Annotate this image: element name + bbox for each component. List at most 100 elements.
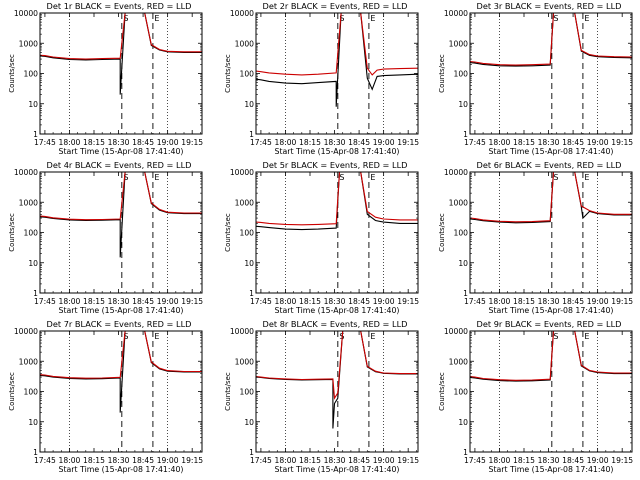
x-axis-label: Start Time (15-Apr-08 17:41:40)	[489, 306, 614, 315]
plot-frame	[469, 330, 633, 453]
series-group	[256, 331, 418, 429]
x-tick-label: 19:15	[181, 456, 203, 465]
plot-frame	[469, 171, 633, 294]
x-tick-label: 17:45	[250, 456, 272, 465]
x-axis-label: Start Time (15-Apr-08 17:41:40)	[489, 465, 614, 474]
x-tick-label: 18:45	[348, 297, 370, 306]
y-axis-label: Counts/sec	[438, 213, 446, 252]
x-tick-label: 17:45	[250, 297, 272, 306]
plot-frame	[469, 12, 633, 135]
x-tick-label: 18:45	[132, 138, 154, 147]
x-axis-label: Start Time (15-Apr-08 17:41:40)	[59, 465, 184, 474]
series-line	[256, 13, 418, 76]
series-line	[256, 172, 418, 226]
panel-title: Det 9r BLACK = Events, RED = LLD	[477, 319, 622, 329]
x-tick-label: 18:15	[513, 138, 535, 147]
detector-panel: Det 4r BLACK = Events, RED = LLD S E 1 10 100…	[8, 160, 203, 315]
x-tick-label: 17:45	[34, 456, 56, 465]
y-tick-label: 1000	[19, 198, 38, 207]
x-tick-label: 18:45	[562, 297, 584, 306]
y-tick-label: 1000	[235, 357, 254, 366]
x-tick-label: 18:00	[275, 456, 297, 465]
marker-label: S	[123, 332, 128, 341]
marker-label: E	[584, 14, 589, 23]
y-tick-label: 10000	[14, 168, 38, 177]
x-tick-label: 19:00	[157, 456, 179, 465]
x-tick-label: 18:15	[299, 138, 321, 147]
marker-label: E	[154, 173, 159, 182]
y-tick-label: 100	[24, 70, 39, 79]
x-axis-label: Start Time (15-Apr-08 17:41:40)	[275, 306, 400, 315]
y-tick-label: 100	[454, 388, 469, 397]
y-tick-label: 100	[454, 70, 469, 79]
y-tick-label: 100	[24, 229, 39, 238]
y-tick-label: 10	[244, 100, 254, 109]
x-tick-label: 18:30	[324, 456, 346, 465]
y-tick-label: 1000	[19, 357, 38, 366]
x-tick-label: 17:45	[250, 138, 272, 147]
marker-label: E	[370, 332, 375, 341]
x-tick-label: 17:45	[34, 138, 56, 147]
x-tick-label: 18:00	[59, 138, 81, 147]
y-tick-label: 1	[249, 130, 254, 139]
y-tick-label: 1000	[235, 39, 254, 48]
x-tick-label: 18:45	[132, 456, 154, 465]
x-tick-label: 19:15	[611, 138, 633, 147]
marker-label: E	[154, 332, 159, 341]
x-tick-label: 19:15	[181, 138, 203, 147]
detector-panel: Det 2r BLACK = Events, RED = LLD S E 1 10 100…	[224, 1, 419, 156]
x-tick-label: 19:15	[397, 297, 419, 306]
panel-title: Det 6r BLACK = Events, RED = LLD	[477, 160, 622, 170]
x-tick-label: 18:45	[562, 138, 584, 147]
x-tick-label: 18:45	[562, 456, 584, 465]
series-group	[256, 172, 418, 231]
detector-panel: Det 5r BLACK = Events, RED = LLD S E 1 10 100…	[224, 160, 419, 315]
x-tick-label: 18:30	[538, 456, 560, 465]
x-tick-label: 18:15	[83, 456, 105, 465]
y-axis-label: Counts/sec	[224, 372, 232, 411]
series-line	[256, 13, 418, 107]
y-tick-label: 1	[249, 448, 254, 457]
y-tick-label: 10000	[230, 327, 254, 336]
x-tick-label: 19:00	[587, 138, 609, 147]
series-line	[470, 331, 632, 381]
series-line	[40, 13, 202, 60]
y-tick-label: 1000	[449, 357, 468, 366]
x-tick-label: 19:00	[587, 297, 609, 306]
x-tick-label: 18:30	[538, 138, 560, 147]
series-line	[40, 331, 202, 379]
series-line	[256, 172, 418, 231]
plot-frame	[39, 171, 203, 294]
x-axis-label: Start Time (15-Apr-08 17:41:40)	[275, 465, 400, 474]
x-tick-label: 18:15	[83, 297, 105, 306]
plot-frame	[255, 171, 419, 294]
x-tick-label: 17:45	[34, 297, 56, 306]
panel-title: Det 2r BLACK = Events, RED = LLD	[263, 1, 408, 11]
detector-panel: Det 7r BLACK = Events, RED = LLD S E 1 10 100…	[8, 319, 203, 474]
x-tick-label: 18:45	[348, 456, 370, 465]
y-tick-label: 1	[463, 130, 468, 139]
x-tick-label: 18:00	[489, 297, 511, 306]
x-axis-label: Start Time (15-Apr-08 17:41:40)	[275, 147, 400, 156]
x-tick-label: 19:15	[397, 138, 419, 147]
y-tick-label: 10	[458, 259, 468, 268]
x-tick-label: 18:15	[299, 456, 321, 465]
y-axis-label: Counts/sec	[8, 54, 16, 93]
x-tick-label: 17:45	[464, 138, 486, 147]
x-tick-label: 18:15	[513, 297, 535, 306]
marker-label: S	[123, 173, 128, 182]
x-tick-label: 18:00	[489, 138, 511, 147]
x-tick-label: 19:00	[157, 297, 179, 306]
y-tick-label: 10000	[230, 9, 254, 18]
marker-label: S	[339, 14, 344, 23]
panel-title: Det 8r BLACK = Events, RED = LLD	[263, 319, 408, 329]
x-tick-label: 18:30	[108, 456, 130, 465]
y-axis-label: Counts/sec	[8, 372, 16, 411]
x-tick-label: 19:15	[181, 297, 203, 306]
series-group	[470, 172, 632, 224]
series-line	[470, 13, 632, 67]
x-axis-label: Start Time (15-Apr-08 17:41:40)	[59, 147, 184, 156]
x-axis-label: Start Time (15-Apr-08 17:41:40)	[489, 147, 614, 156]
y-tick-label: 10000	[444, 168, 468, 177]
marker-label: E	[584, 332, 589, 341]
